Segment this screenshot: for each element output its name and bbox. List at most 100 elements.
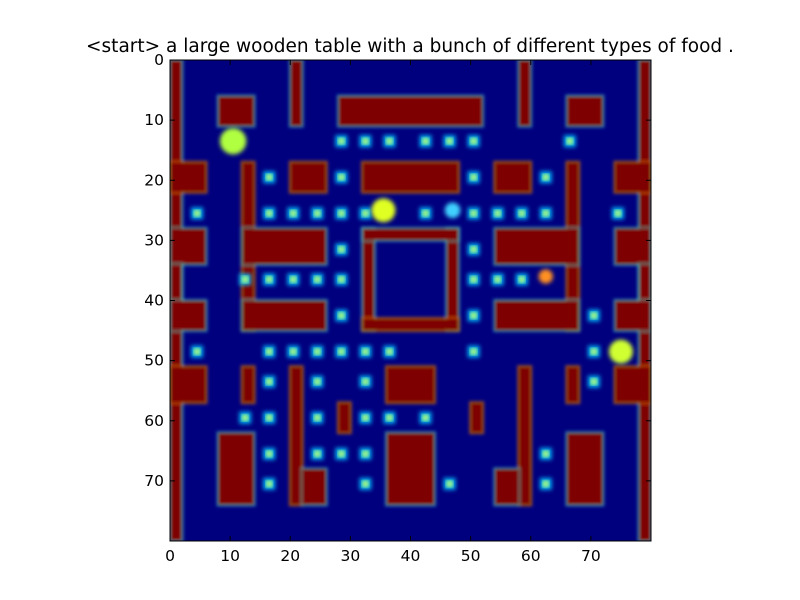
x-tick-label: 50 — [461, 547, 481, 565]
x-tick-label: 20 — [280, 547, 300, 565]
pellet — [518, 209, 526, 217]
pellet — [361, 137, 369, 145]
pellet — [337, 312, 345, 320]
pellet — [470, 245, 478, 253]
pellet — [289, 275, 297, 283]
pellet — [241, 275, 249, 283]
y-tick-label: 20 — [144, 171, 164, 189]
pellet — [494, 209, 502, 217]
pellet — [337, 275, 345, 283]
pellet — [265, 450, 273, 458]
wall-cell — [614, 228, 651, 265]
wall-cell — [614, 366, 651, 403]
pellet — [337, 450, 345, 458]
wall-cell — [338, 96, 483, 127]
pellet — [193, 348, 201, 356]
character-blob — [219, 127, 247, 155]
y-tick-label: 0 — [154, 51, 164, 69]
wall-cell — [566, 96, 603, 127]
y-tick-label: 30 — [144, 231, 164, 249]
pellet — [313, 209, 321, 217]
wall-cell — [218, 432, 255, 505]
pellet — [470, 275, 478, 283]
heatmap-plot-area — [170, 60, 651, 541]
wall-cell — [362, 228, 459, 241]
pellet — [542, 480, 550, 488]
wall-cell — [518, 366, 531, 505]
x-axis: 0 10 20 30 40 50 60 70 — [165, 60, 601, 565]
wall-cell — [494, 228, 579, 265]
pellet — [265, 173, 273, 181]
pellet — [422, 414, 430, 422]
pellet — [542, 173, 550, 181]
pellet — [385, 137, 393, 145]
wall-cell — [362, 228, 375, 331]
wall-cell — [518, 60, 531, 127]
pellet — [470, 348, 478, 356]
y-tick-label: 60 — [144, 412, 164, 430]
pellet — [289, 348, 297, 356]
pellet — [313, 348, 321, 356]
pellet — [241, 414, 249, 422]
wall-cell — [170, 228, 207, 265]
pellet — [590, 378, 598, 386]
pellet — [265, 348, 273, 356]
wall-cell — [386, 366, 435, 403]
pellet — [614, 209, 622, 217]
pellet-layer — [191, 135, 624, 490]
pellet — [566, 137, 574, 145]
wall-cell — [494, 300, 579, 331]
wall-cell — [170, 264, 183, 301]
pellet — [361, 414, 369, 422]
pellet — [361, 450, 369, 458]
character-blob — [538, 269, 553, 284]
wall-cell — [170, 300, 207, 331]
pellet — [470, 137, 478, 145]
pellet — [337, 137, 345, 145]
y-tick-label: 70 — [144, 472, 164, 490]
x-tick-label: 30 — [341, 547, 361, 565]
wall-cell — [386, 432, 435, 505]
character-blob — [444, 202, 461, 219]
pellet — [590, 312, 598, 320]
wall-cell — [242, 366, 255, 403]
character-blob — [608, 339, 633, 364]
wall-cell — [290, 366, 303, 505]
wall-cell — [242, 300, 327, 331]
pellet — [337, 245, 345, 253]
pellet — [422, 137, 430, 145]
x-tick-label: 0 — [165, 547, 175, 565]
pellet — [422, 209, 430, 217]
x-tick-label: 40 — [401, 547, 421, 565]
y-axis: 0 10 20 30 40 50 60 70 — [144, 51, 651, 490]
pellet — [289, 209, 297, 217]
wall-cell — [566, 432, 603, 505]
pellet — [518, 275, 526, 283]
pellet — [313, 450, 321, 458]
wall-cell — [614, 300, 651, 331]
pellet — [470, 312, 478, 320]
pellet — [313, 275, 321, 283]
pellet — [265, 480, 273, 488]
pellet — [265, 414, 273, 422]
pellet — [542, 450, 550, 458]
pellet — [361, 348, 369, 356]
wall-cell — [290, 60, 303, 127]
wall-cell — [170, 162, 207, 193]
pellet — [313, 378, 321, 386]
wall-cell — [338, 402, 351, 433]
x-tick-label: 70 — [581, 547, 601, 565]
pellet — [494, 275, 502, 283]
wall-cell — [638, 264, 651, 301]
pellet — [361, 480, 369, 488]
pellet — [361, 378, 369, 386]
pellet — [313, 414, 321, 422]
x-tick-label: 60 — [521, 547, 541, 565]
wall-cell — [494, 468, 519, 505]
pellet — [265, 275, 273, 283]
pellet — [470, 173, 478, 181]
wall-cell — [242, 228, 327, 265]
pellet — [337, 348, 345, 356]
pellet — [470, 209, 478, 217]
